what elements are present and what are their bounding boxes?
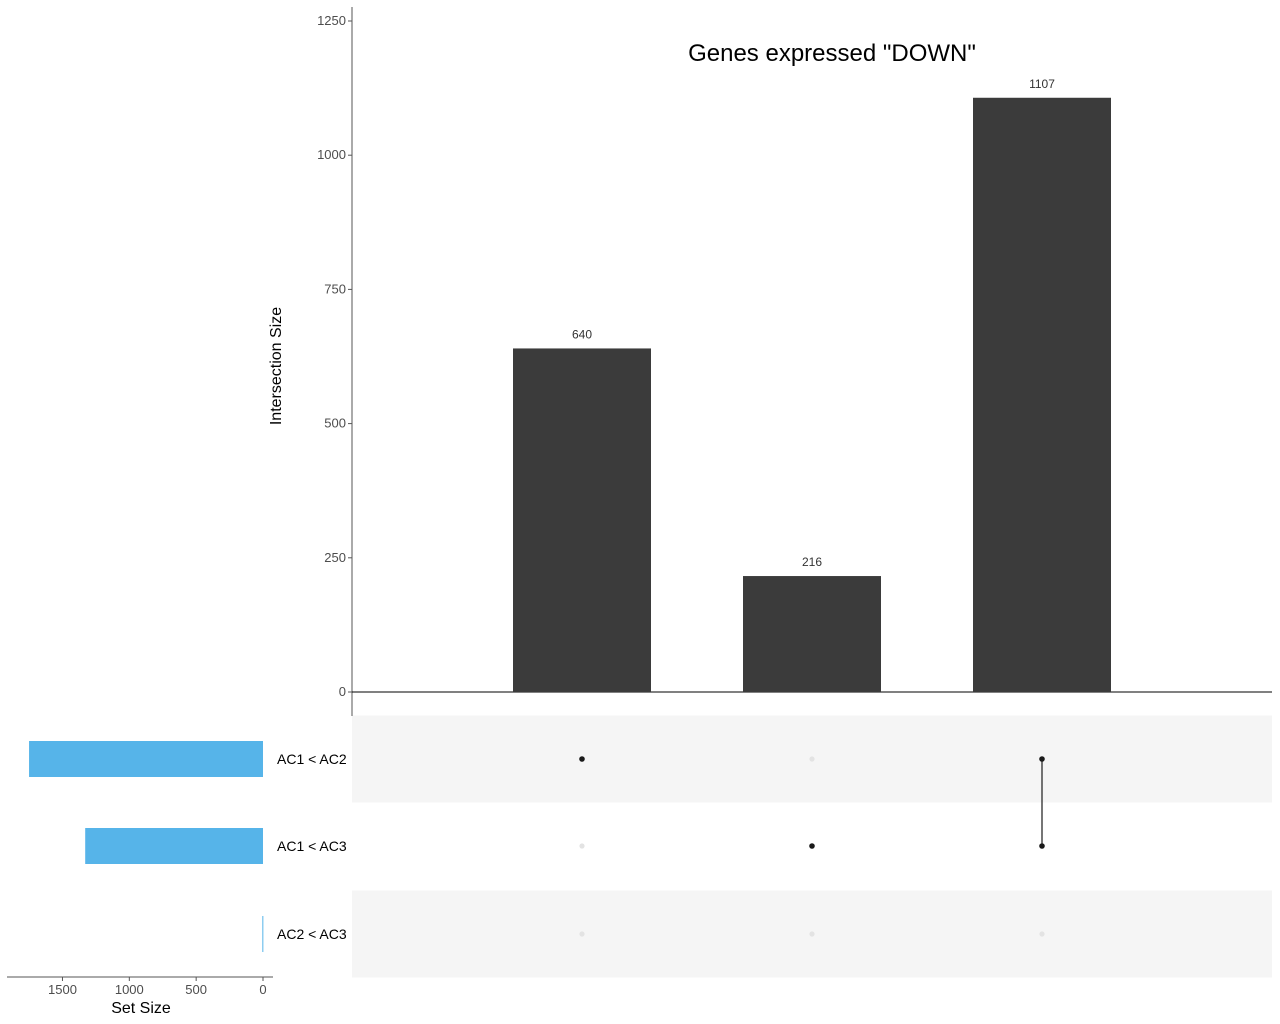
matrix-dot-inactive — [809, 931, 815, 937]
y-axis-title: Intersection Size — [268, 307, 285, 425]
set-name-label: AC2 < AC3 — [277, 926, 347, 942]
y-tick-label: 0 — [339, 684, 346, 699]
set-size-bar — [262, 916, 264, 952]
set-size-tick-label: 500 — [185, 982, 207, 997]
matrix-dot-active — [809, 843, 815, 849]
bar-value-label: 216 — [802, 555, 822, 569]
bar-value-label: 640 — [572, 327, 592, 341]
y-tick-label: 250 — [324, 550, 346, 565]
intersection-bar — [513, 348, 651, 692]
matrix-dot-inactive — [579, 843, 585, 849]
set-size-axis-title: Set Size — [111, 1000, 171, 1017]
bar-value-label: 1107 — [1029, 77, 1055, 91]
matrix-dot-inactive — [579, 931, 585, 937]
matrix-dot-active — [1039, 843, 1045, 849]
set-size-tick-label: 1000 — [115, 982, 144, 997]
set-size-tick-label: 0 — [259, 982, 266, 997]
matrix-dot-active — [579, 756, 585, 762]
chart-title: Genes expressed "DOWN" — [688, 40, 976, 67]
y-tick-label: 750 — [324, 281, 346, 296]
set-size-bar — [85, 828, 263, 864]
set-size-bar — [29, 741, 264, 777]
intersection-bar — [973, 97, 1111, 693]
set-name-label: AC1 < AC2 — [277, 751, 347, 767]
set-name-label: AC1 < AC3 — [277, 838, 347, 854]
intersection-bar — [743, 576, 881, 692]
set-size-tick-label: 1500 — [48, 982, 77, 997]
y-tick-label: 500 — [324, 416, 346, 431]
matrix-dot-active — [1039, 756, 1045, 762]
y-tick-label: 1250 — [317, 13, 346, 28]
y-tick-label: 1000 — [317, 147, 346, 162]
matrix-dot-inactive — [1039, 931, 1045, 937]
matrix-dot-inactive — [809, 756, 815, 762]
